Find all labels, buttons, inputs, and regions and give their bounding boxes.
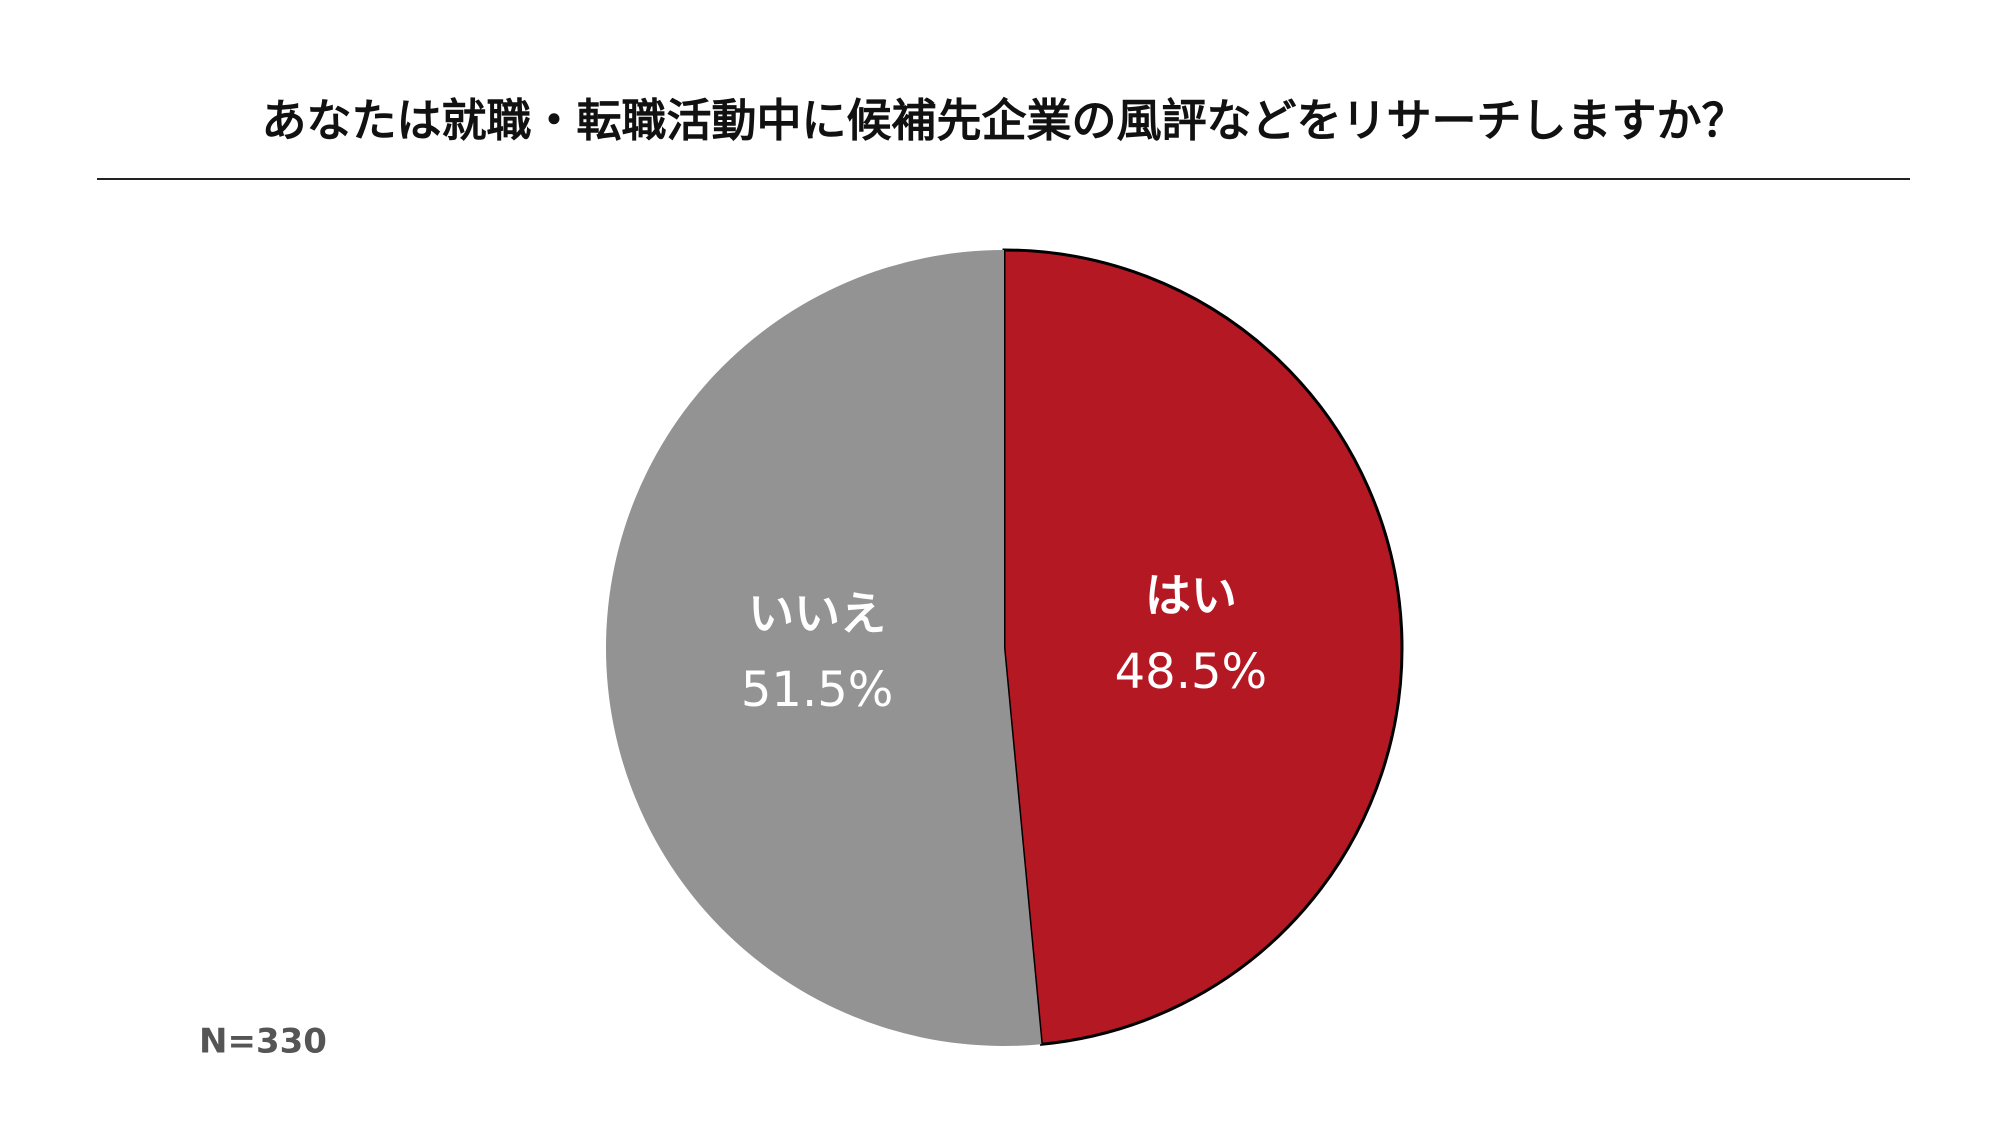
chart-title: あなたは就職・転職活動中に候補先企業の風評などをリサーチしますか？ [261, 94, 1746, 147]
slice-value-label: 48.5% [1115, 644, 1267, 700]
pie-slice [1002, 248, 1404, 1046]
slice-value-label: 51.5% [741, 662, 893, 718]
pie-slice [605, 250, 1042, 1046]
slice-label: はい [1145, 569, 1237, 623]
slice-label: いいえ [748, 586, 886, 640]
sample-note: N=330 [199, 1022, 327, 1062]
